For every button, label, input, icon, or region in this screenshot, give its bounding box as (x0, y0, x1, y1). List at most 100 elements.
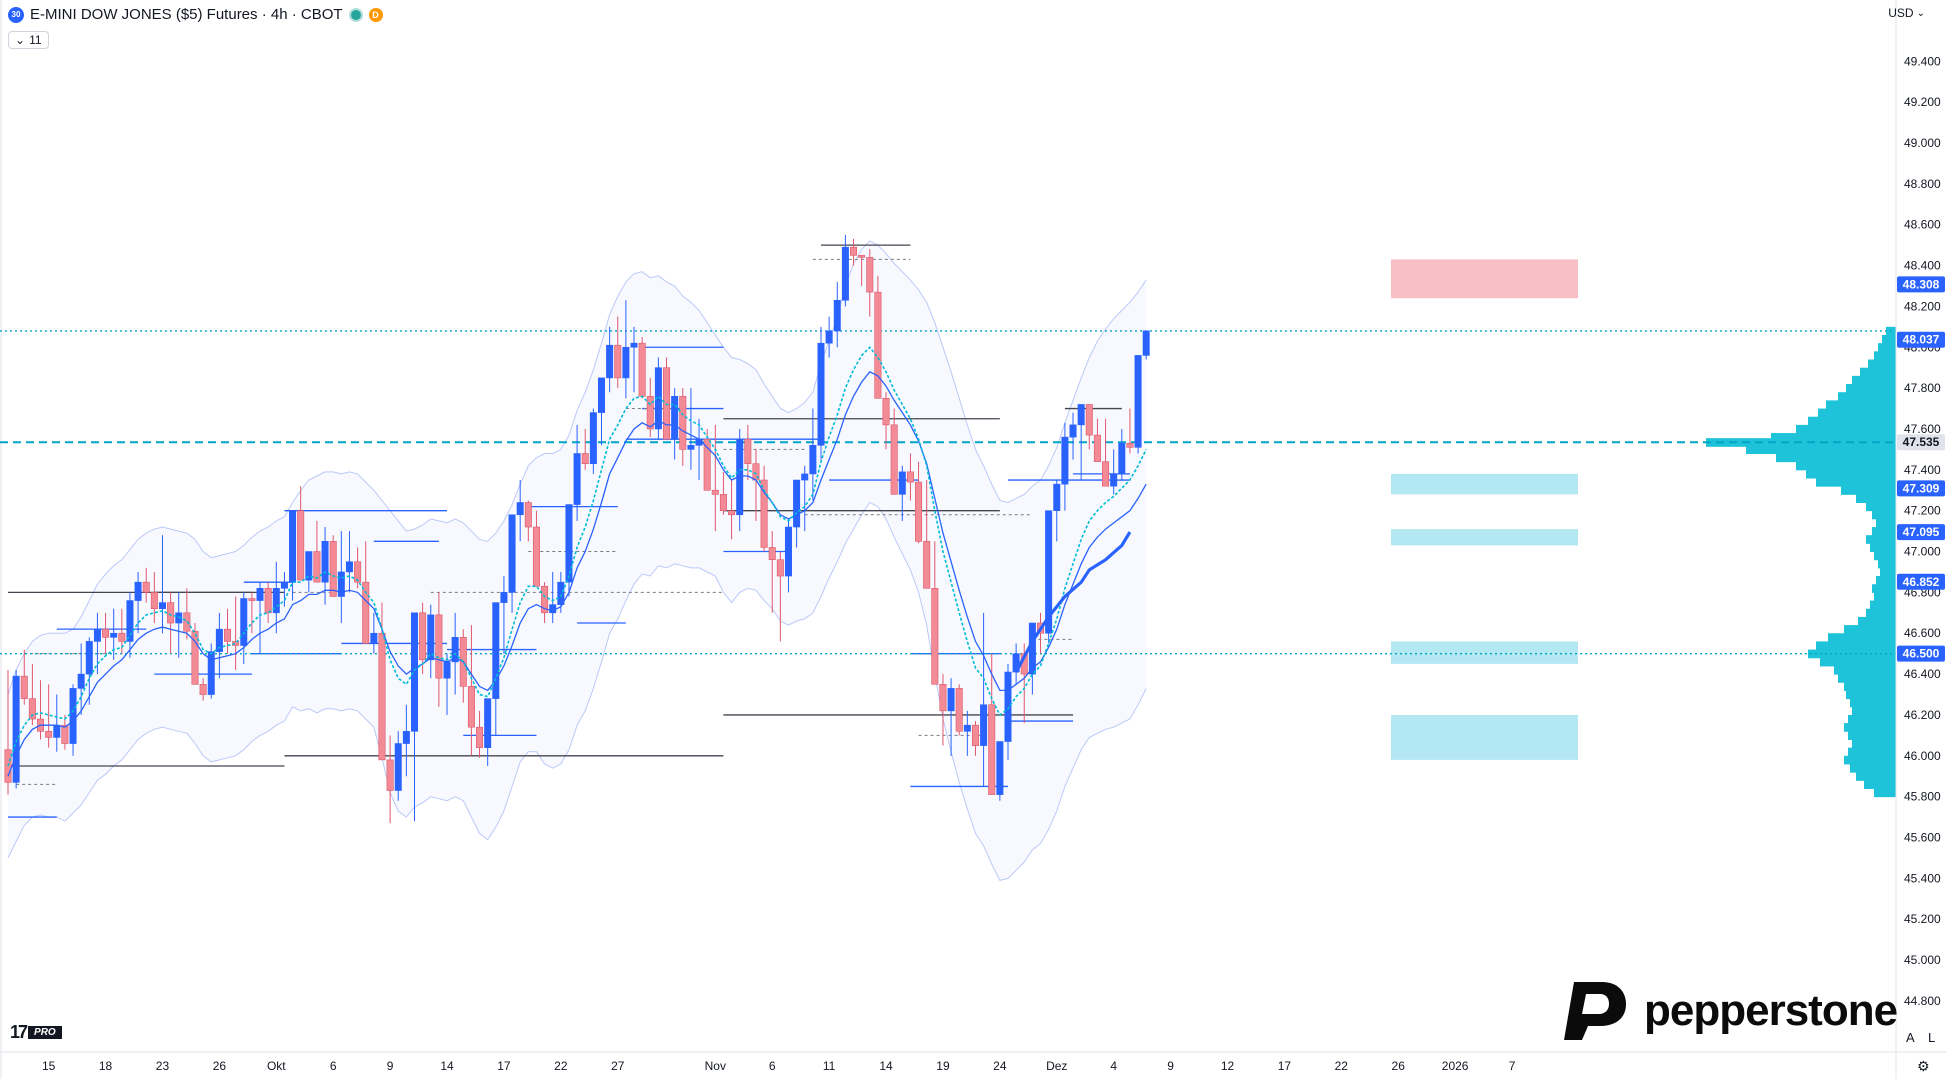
candle-body[interactable] (476, 726, 484, 748)
candle-body[interactable] (126, 600, 134, 642)
candle-body[interactable] (1053, 483, 1061, 511)
candle-body[interactable] (858, 255, 866, 258)
candle-body[interactable] (256, 588, 264, 601)
candle-body[interactable] (110, 632, 118, 638)
candle-body[interactable] (671, 395, 679, 440)
candle-body[interactable] (435, 614, 443, 679)
candle-body[interactable] (313, 551, 321, 583)
candle-body[interactable] (703, 438, 711, 491)
candle-body[interactable] (1126, 442, 1134, 448)
candle-body[interactable] (809, 445, 817, 475)
candle-body[interactable] (882, 398, 890, 426)
candle-body[interactable] (362, 581, 370, 644)
symbol-legend[interactable]: 30 E-MINI DOW JONES ($5) Futures · 4h · … (8, 6, 383, 23)
candle-body[interactable] (378, 632, 386, 761)
candle-body[interactable] (45, 730, 53, 738)
candle-body[interactable] (890, 424, 898, 495)
candle-body[interactable] (329, 541, 337, 597)
candle-body[interactable] (272, 588, 280, 614)
candle-body[interactable] (996, 741, 1004, 795)
candle-body[interactable] (565, 504, 573, 583)
candle-body[interactable] (955, 688, 963, 732)
candle-body[interactable] (508, 514, 516, 593)
candle-body[interactable] (451, 637, 459, 663)
log-scale-button[interactable]: L (1928, 1030, 1936, 1045)
candle-body[interactable] (134, 581, 142, 601)
candle-body[interactable] (224, 628, 232, 642)
candle-body[interactable] (532, 526, 540, 587)
candle-body[interactable] (606, 344, 614, 379)
candle-body[interactable] (20, 675, 28, 699)
candle-body[interactable] (939, 684, 947, 712)
candle-body[interactable] (947, 688, 955, 712)
candle-body[interactable] (215, 628, 223, 652)
candle-body[interactable] (419, 612, 427, 661)
candle-body[interactable] (240, 598, 248, 646)
candle-body[interactable] (1093, 434, 1101, 462)
candle-body[interactable] (866, 257, 874, 293)
candle-body[interactable] (345, 561, 353, 573)
candle-body[interactable] (1061, 436, 1069, 485)
candle-body[interactable] (4, 749, 12, 783)
candle-body[interactable] (768, 547, 776, 561)
candle-body[interactable] (516, 502, 524, 516)
settings-gear-icon[interactable]: ⚙ (1917, 1058, 1930, 1074)
candle-body[interactable] (207, 651, 215, 695)
candle-body[interactable] (1110, 473, 1118, 487)
candle-body[interactable] (427, 614, 435, 661)
candle-body[interactable] (28, 698, 36, 720)
candle-body[interactable] (679, 395, 687, 450)
candle-body[interactable] (817, 342, 825, 446)
candle-body[interactable] (573, 453, 581, 505)
indicators-toggle-button[interactable]: ⌄ 11 (8, 31, 49, 49)
candle-body[interactable] (1004, 671, 1012, 742)
currency-selector[interactable]: USD ⌄ (1888, 6, 1925, 20)
candle-body[interactable] (102, 628, 110, 638)
candle-body[interactable] (988, 704, 996, 795)
auto-scale-button[interactable]: A (1906, 1030, 1915, 1045)
candle-body[interactable] (524, 502, 532, 528)
price-zone-red[interactable] (1391, 259, 1578, 299)
candle-body[interactable] (744, 438, 752, 464)
symbol-title[interactable]: E-MINI DOW JONES ($5) Futures · 4h · CBO… (30, 6, 343, 23)
price-zone-blue[interactable] (1391, 529, 1578, 546)
candle-body[interactable] (1045, 510, 1053, 634)
candle-body[interactable] (614, 344, 622, 379)
candle-body[interactable] (410, 612, 418, 732)
candle-body[interactable] (158, 602, 166, 610)
price-zone-blue[interactable] (1391, 473, 1578, 495)
candle-body[interactable] (549, 604, 557, 614)
candle-body[interactable] (728, 510, 736, 516)
candle-body[interactable] (1134, 355, 1142, 448)
candle-body[interactable] (402, 730, 410, 744)
candle-body[interactable] (248, 598, 256, 601)
candle-body[interactable] (175, 612, 183, 624)
candle-body[interactable] (85, 641, 93, 675)
candle-body[interactable] (646, 395, 654, 430)
candle-body[interactable] (191, 630, 199, 685)
candle-body[interactable] (589, 412, 597, 464)
candle-body[interactable] (898, 471, 906, 495)
candle-body[interactable] (289, 510, 297, 583)
candle-body[interactable] (12, 675, 20, 783)
candle-body[interactable] (760, 479, 768, 548)
candle-body[interactable] (850, 246, 858, 256)
candle-body[interactable] (492, 602, 500, 699)
candle-body[interactable] (1142, 330, 1150, 356)
candle-body[interactable] (980, 704, 988, 746)
candle-body[interactable] (1102, 461, 1110, 487)
candle-body[interactable] (370, 632, 378, 644)
candle-body[interactable] (1085, 404, 1093, 436)
candle-body[interactable] (53, 724, 61, 738)
candle-body[interactable] (199, 684, 207, 695)
candle-body[interactable] (825, 330, 833, 344)
candle-body[interactable] (776, 559, 784, 577)
candle-body[interactable] (467, 686, 475, 728)
candle-body[interactable] (321, 541, 329, 583)
candle-body[interactable] (581, 453, 589, 464)
candle-body[interactable] (69, 688, 77, 744)
candle-body[interactable] (963, 724, 971, 732)
candle-body[interactable] (280, 581, 288, 589)
candle-body[interactable] (77, 673, 85, 689)
candle-body[interactable] (711, 489, 719, 495)
